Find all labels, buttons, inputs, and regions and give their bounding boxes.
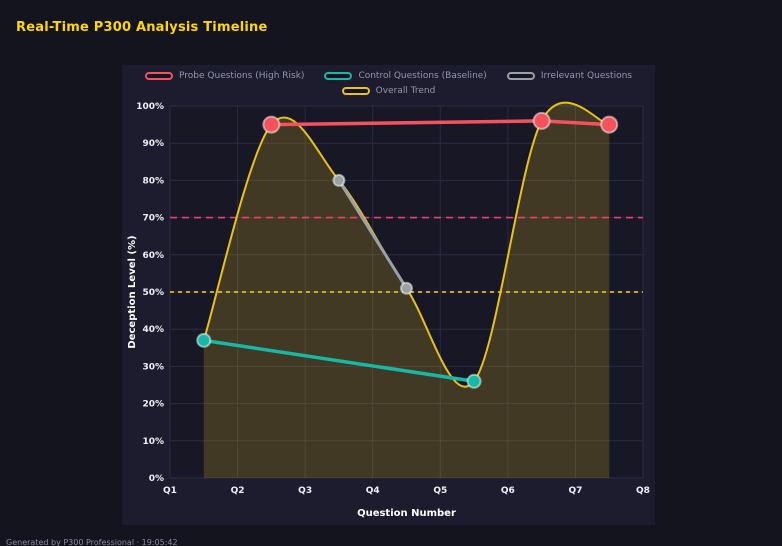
x-axis-title: Question Number — [357, 508, 456, 519]
legend-label: Irrelevant Questions — [540, 71, 632, 81]
svg-text:Q5: Q5 — [433, 486, 447, 496]
timeline-chart: 0% 10% 20% 30% 40% 50% 60% 70% 80% 90% 100% Q1 Q2 Q3 Q… — [127, 101, 650, 519]
svg-text:90%: 90% — [142, 139, 164, 149]
chart-legend: Probe Questions (High Risk) Control Quest… — [122, 71, 655, 96]
svg-text:50%: 50% — [142, 288, 164, 298]
svg-text:Q7: Q7 — [568, 486, 582, 496]
data-point-marker[interactable] — [196, 332, 212, 348]
legend-swatch-icon — [324, 72, 353, 80]
chart-panel: Probe Questions (High Risk) Control Quest… — [122, 65, 655, 525]
legend-row: Overall Trend — [122, 86, 655, 96]
legend-item[interactable]: Overall Trend — [341, 86, 436, 96]
svg-text:Q3: Q3 — [298, 486, 312, 496]
legend-item[interactable]: Irrelevant Questions — [506, 71, 632, 81]
svg-text:70%: 70% — [142, 214, 164, 224]
legend-swatch-icon — [506, 72, 535, 80]
data-point-marker[interactable] — [332, 173, 346, 187]
footer-note: Generated by P300 Professional · 19:05:4… — [6, 538, 178, 546]
legend-swatch-icon — [341, 87, 370, 95]
svg-text:Q2: Q2 — [231, 486, 245, 496]
legend-label: Probe Questions (High Risk) — [179, 71, 305, 81]
svg-text:40%: 40% — [142, 325, 164, 335]
data-point-marker[interactable] — [600, 115, 619, 134]
legend-item[interactable]: Control Questions (Baseline) — [324, 71, 487, 81]
legend-item[interactable]: Probe Questions (High Risk) — [145, 71, 304, 81]
legend-label: Overall Trend — [375, 86, 436, 96]
svg-text:10%: 10% — [142, 437, 164, 447]
data-point-marker[interactable] — [400, 281, 413, 295]
svg-text:60%: 60% — [142, 251, 164, 261]
data-point-marker[interactable] — [466, 373, 482, 389]
svg-text:Q1: Q1 — [163, 486, 177, 496]
series-line — [202, 338, 476, 384]
axis-tick-labels: 0% 10% 20% 30% 40% 50% 60% 70% 80% 90% 100% Q1 Q2 Q3 Q… — [136, 102, 650, 496]
data-point-marker[interactable] — [532, 111, 551, 130]
svg-text:Q8: Q8 — [636, 486, 650, 496]
series-line — [337, 178, 408, 290]
y-axis-title: Deception Level (%) — [127, 235, 138, 348]
svg-text:100%: 100% — [136, 102, 164, 112]
svg-text:Q6: Q6 — [501, 486, 515, 496]
svg-text:30%: 30% — [142, 362, 164, 372]
legend-swatch-icon — [145, 72, 174, 80]
svg-text:Q4: Q4 — [366, 486, 380, 496]
page-title: Real-Time P300 Analysis Timeline — [16, 20, 268, 35]
data-point-marker[interactable] — [262, 115, 281, 134]
svg-text:20%: 20% — [142, 400, 164, 410]
grid-lines — [169, 105, 644, 479]
legend-row: Probe Questions (High Risk) Control Quest… — [122, 71, 655, 81]
svg-text:0%: 0% — [149, 474, 164, 484]
legend-label: Control Questions (Baseline) — [358, 71, 487, 81]
svg-text:80%: 80% — [142, 176, 164, 186]
